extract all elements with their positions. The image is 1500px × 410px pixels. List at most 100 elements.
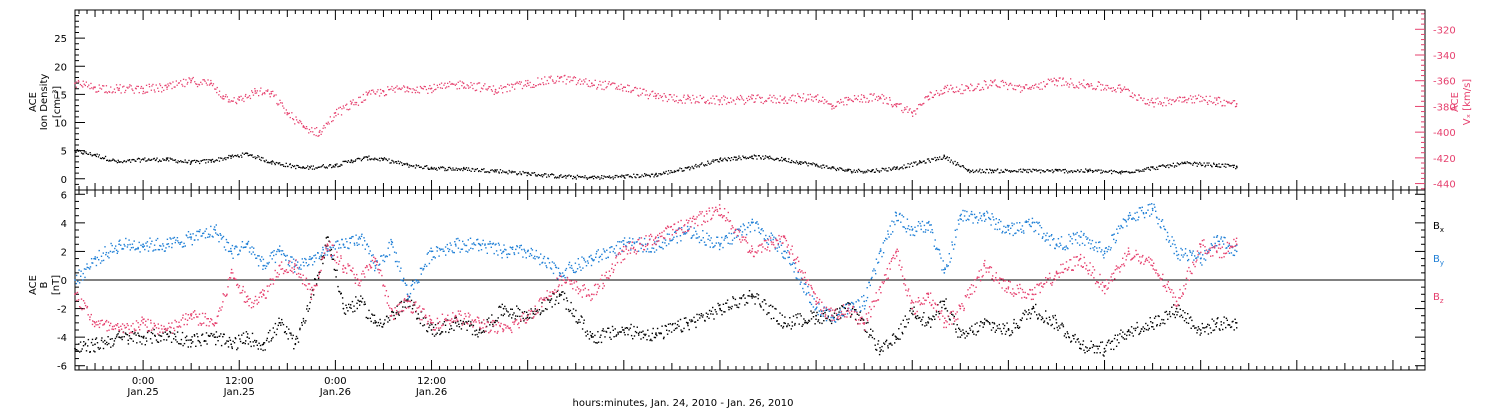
data-point — [786, 325, 788, 327]
data-point — [267, 161, 269, 163]
data-point — [783, 322, 785, 324]
data-point — [483, 331, 485, 333]
data-point — [886, 170, 888, 172]
data-point — [393, 87, 395, 90]
data-point — [441, 331, 443, 333]
data-point — [1104, 87, 1106, 89]
data-point — [1033, 307, 1035, 309]
data-point — [156, 237, 159, 240]
data-point — [156, 157, 158, 159]
data-point — [1156, 325, 1158, 327]
data-point — [470, 324, 473, 326]
data-point — [198, 84, 201, 86]
data-point — [717, 302, 719, 305]
data-point — [168, 335, 170, 338]
data-point — [775, 102, 777, 104]
data-point — [1195, 327, 1197, 329]
data-point — [585, 335, 587, 337]
data-point — [868, 336, 870, 338]
data-point — [777, 323, 779, 325]
data-point — [118, 240, 120, 242]
data-point — [287, 165, 289, 168]
data-point — [370, 89, 373, 92]
data-point — [314, 278, 317, 281]
data-point — [517, 252, 520, 254]
data-point — [376, 91, 378, 93]
data-point — [800, 100, 803, 102]
data-point — [516, 81, 518, 83]
data-point — [110, 242, 112, 245]
data-point — [630, 176, 632, 178]
data-point — [281, 322, 283, 324]
data-point — [682, 96, 685, 98]
data-point — [1067, 82, 1069, 84]
data-point — [726, 160, 728, 162]
data-point — [479, 90, 482, 93]
data-point — [747, 157, 750, 159]
data-point — [76, 81, 78, 83]
data-point — [570, 175, 572, 178]
data-point — [528, 317, 530, 319]
data-point — [161, 248, 163, 251]
data-point — [1183, 320, 1186, 322]
data-point — [781, 99, 783, 101]
data-point — [84, 343, 86, 346]
data-point — [756, 94, 758, 97]
data-point — [381, 158, 383, 160]
data-point — [370, 260, 372, 263]
data-point — [488, 243, 490, 245]
data-point — [653, 95, 655, 97]
data-point — [789, 161, 791, 164]
data-point — [374, 322, 377, 324]
data-point — [446, 243, 448, 246]
data-point — [187, 236, 189, 239]
data-point — [285, 162, 287, 164]
data-point — [537, 173, 539, 176]
data-point — [248, 251, 251, 253]
data-point — [1195, 162, 1197, 164]
data-point — [426, 253, 428, 255]
data-point — [1055, 168, 1057, 171]
data-point — [841, 305, 844, 308]
data-point — [190, 79, 193, 82]
data-point — [241, 152, 244, 154]
data-point — [685, 321, 688, 324]
data-point — [105, 254, 107, 256]
data-point — [1046, 83, 1049, 85]
data-point — [817, 94, 819, 96]
data-point — [203, 79, 205, 81]
data-point — [102, 341, 104, 343]
data-point — [400, 279, 402, 281]
data-point — [999, 172, 1001, 174]
data-point — [843, 104, 845, 106]
data-point — [483, 168, 485, 170]
data-point — [913, 161, 915, 163]
data-point — [918, 104, 920, 106]
data-point — [245, 340, 247, 342]
data-point — [685, 98, 687, 101]
data-point — [471, 243, 473, 245]
data-point — [286, 114, 288, 116]
data-point — [491, 90, 493, 92]
data-point — [653, 176, 655, 178]
data-point — [1158, 165, 1160, 167]
data-point — [1226, 163, 1228, 165]
data-point — [921, 324, 924, 326]
data-point — [1131, 171, 1133, 173]
data-point — [1178, 164, 1180, 166]
data-point — [583, 79, 585, 81]
data-point — [1206, 101, 1208, 104]
data-point — [615, 335, 617, 337]
data-point — [355, 103, 357, 106]
data-point — [210, 225, 212, 228]
data-point — [297, 121, 299, 123]
data-point — [737, 157, 739, 160]
data-point — [677, 102, 679, 104]
data-point — [805, 321, 807, 324]
data-point — [254, 339, 256, 342]
data-point — [733, 100, 735, 102]
data-point — [870, 93, 872, 95]
data-point — [506, 91, 508, 93]
data-point — [1082, 343, 1084, 346]
data-point — [974, 323, 976, 325]
